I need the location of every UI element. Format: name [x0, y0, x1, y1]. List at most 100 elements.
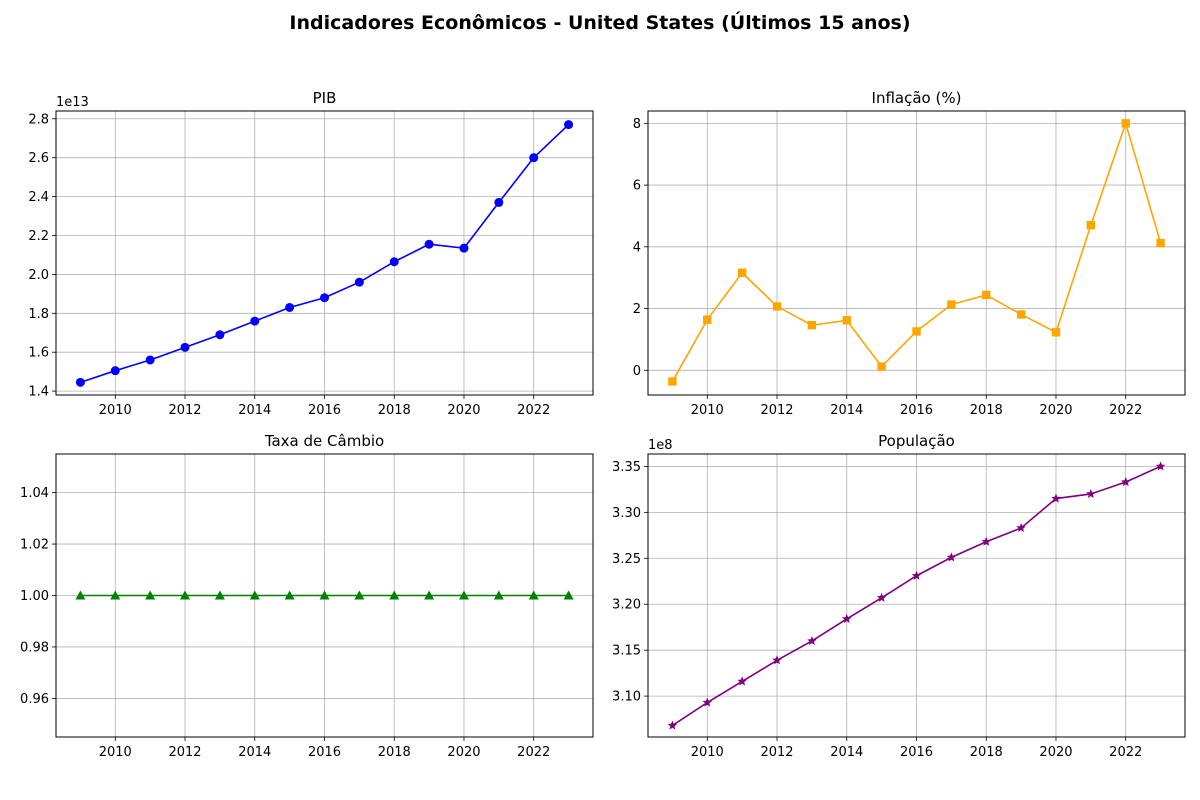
x-tick-label: 2018 [970, 403, 1003, 418]
x-tick-label: 2014 [830, 745, 863, 760]
data-point-3 [180, 590, 191, 600]
data-point-5 [842, 316, 851, 325]
data-point-1 [702, 697, 713, 707]
data-point-6 [877, 362, 886, 371]
y-tick-label: 0.96 [20, 692, 49, 707]
data-point-12 [494, 197, 504, 207]
data-point-2 [737, 268, 747, 277]
x-tick-label: 2018 [378, 745, 411, 760]
x-tick-label: 2016 [900, 745, 933, 760]
x-tick-label: 2010 [691, 745, 724, 760]
x-tick-label: 2020 [1039, 745, 1072, 760]
x-tick-label: 2014 [238, 403, 271, 418]
panel-title: População [878, 432, 955, 450]
data-point-14 [1155, 461, 1166, 471]
x-tick-label: 2010 [691, 403, 724, 418]
data-point-10 [1016, 522, 1026, 533]
data-point-6 [284, 590, 295, 600]
x-tick-label: 2010 [99, 745, 132, 760]
panel-title: Taxa de Câmbio [264, 432, 384, 450]
data-point-9 [389, 257, 399, 267]
x-tick-label: 2022 [1109, 745, 1142, 760]
y-tick-label: 1.6 [28, 346, 49, 361]
data-point-7 [320, 293, 329, 303]
data-point-2 [145, 355, 155, 365]
data-point-7 [911, 570, 922, 580]
panel-populacao: 2010 2012 2014 2016 2018 2020 2022 3.10 3.15 3.20… [612, 432, 1186, 760]
y-tick-label: 0 [633, 364, 641, 379]
data-points [75, 120, 574, 387]
y-tick-label: 2.2 [28, 229, 49, 244]
y-tick-label: 1.04 [20, 486, 49, 501]
y-tick-label: 3.35 [612, 460, 641, 475]
data-point-14 [564, 120, 574, 130]
x-tick-label: 2022 [517, 403, 550, 418]
x-tick-label: 2020 [1039, 403, 1072, 418]
y-tick-label: 3.15 [612, 644, 641, 659]
data-points [667, 461, 1166, 730]
x-tick-label: 2016 [308, 403, 341, 418]
x-tick-label: 2018 [970, 745, 1003, 760]
y-tick-label: 2.0 [28, 268, 49, 283]
data-point-4 [214, 590, 225, 600]
data-point-5 [250, 316, 260, 326]
y-tick-label: 2.8 [28, 112, 49, 127]
data-point-11 [459, 243, 469, 253]
data-point-11 [1051, 328, 1061, 337]
panel-title: PIB [313, 89, 337, 107]
data-point-4 [807, 635, 817, 646]
data-point-1 [703, 315, 712, 324]
y-tick-label: 1.00 [20, 589, 49, 604]
data-point-14 [1156, 238, 1165, 248]
x-tick-label: 2012 [760, 403, 793, 418]
y-tick-label: 2 [633, 302, 641, 317]
data-point-12 [1086, 221, 1096, 230]
data-point-14 [563, 590, 574, 600]
data-point-7 [319, 590, 330, 600]
y-tick-label: 1.4 [28, 385, 49, 400]
x-tick-label: 2012 [168, 403, 201, 418]
y-tick-label: 3.20 [612, 598, 641, 613]
data-point-9 [982, 290, 991, 300]
data-point-11 [458, 590, 469, 600]
data-point-1 [110, 366, 120, 376]
data-point-10 [1016, 310, 1026, 319]
y-tick-label: 2.4 [28, 190, 49, 205]
data-points [668, 119, 1165, 386]
data-point-7 [912, 327, 921, 336]
grid [648, 111, 1185, 395]
data-point-2 [145, 590, 156, 600]
data-point-8 [947, 300, 956, 309]
y-tick-label: 3.30 [612, 506, 641, 521]
y-tick-label: 6 [633, 179, 641, 194]
figure-title: Indicadores Econômicos - United States (… [289, 12, 911, 34]
y-tick-label: 1.02 [20, 538, 49, 553]
data-point-4 [215, 330, 225, 340]
axis-offset-label: 1e13 [56, 95, 89, 110]
y-tick-label: 2.6 [28, 151, 49, 166]
data-point-3 [772, 655, 782, 665]
panel-title: Inflação (%) [872, 89, 962, 107]
data-point-5 [249, 590, 260, 600]
data-point-12 [493, 590, 504, 600]
grid [56, 111, 593, 395]
data-point-9 [389, 590, 400, 600]
data-point-3 [180, 342, 190, 352]
data-point-8 [946, 552, 957, 562]
data-point-13 [1120, 477, 1131, 487]
data-point-9 [981, 536, 991, 546]
panel-taxa-de-cambio: 2010 2012 2014 2016 2018 2020 2022 0.96 0.98 1.00… [20, 432, 594, 760]
x-tick-label: 2014 [830, 403, 863, 418]
panel-inflacao: 2010 2012 2014 2016 2018 2020 2022 0 2 4 6 8 Inflaçã… [633, 89, 1186, 418]
data-point-12 [1086, 488, 1096, 499]
x-tick-label: 2010 [99, 403, 132, 418]
x-tick-label: 2022 [1109, 403, 1142, 418]
data-points [75, 590, 574, 600]
y-tick-label: 1.8 [28, 307, 49, 322]
panel-pib: 2010 2012 2014 2016 2018 2020 2022 1.4 1.6 1.8 2.0… [28, 89, 594, 418]
data-point-6 [876, 592, 887, 602]
data-point-13 [529, 153, 539, 163]
data-point-13 [1121, 119, 1130, 128]
x-tick-label: 2018 [378, 403, 411, 418]
